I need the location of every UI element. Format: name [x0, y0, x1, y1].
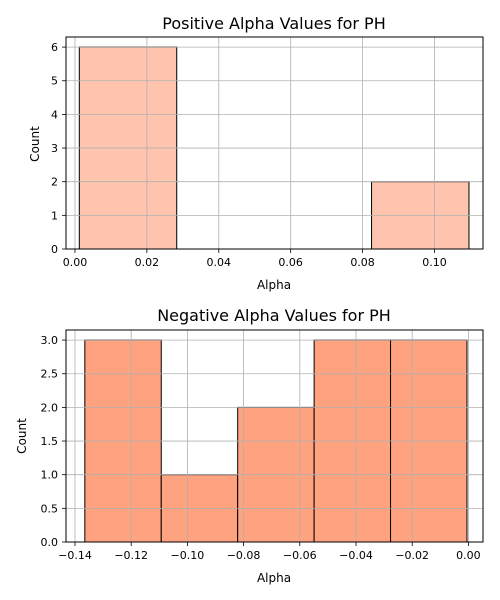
y-ticks: 0 1 2 3 4 5 6: [51, 41, 66, 256]
y-tick-label: 3.0: [41, 334, 59, 347]
x-tick-label: 0.10: [422, 256, 447, 269]
y-axis-label: Count: [28, 126, 42, 162]
x-tick-label: 0.06: [278, 256, 303, 269]
y-tick-label: 3: [51, 142, 58, 155]
y-tick-label: 1.5: [41, 435, 59, 448]
y-tick-label: 4: [51, 108, 58, 121]
x-axis-label: Alpha: [257, 278, 291, 292]
y-tick-label: 5: [51, 75, 58, 88]
y-ticks: 0.0 0.5 1.0 1.5 2.0 2.5 3.0: [41, 334, 66, 549]
positive-alpha-chart: Positive Alpha Values for PH 0.00 0.02 0.0…: [28, 14, 484, 292]
x-tick-label: −0.02: [395, 549, 429, 562]
y-tick-label: 2.0: [41, 401, 59, 414]
y-tick-label: 0.5: [41, 502, 59, 515]
y-tick-label: 6: [51, 41, 58, 54]
x-ticks: 0.00 0.02 0.04 0.06 0.08 0.10: [63, 249, 447, 269]
x-tick-label: −0.08: [227, 549, 261, 562]
x-ticks: −0.14 −0.12 −0.10 −0.08 −0.06 −0.04 −0.02 0.00: [58, 542, 481, 562]
x-tick-label: −0.12: [114, 549, 148, 562]
x-tick-label: −0.14: [58, 549, 92, 562]
negative-alpha-chart: Negative Alpha Values for PH −0.14 −0.12−…: [15, 306, 484, 585]
x-axis-label: Alpha: [257, 571, 291, 585]
x-tick-label: 0.02: [135, 256, 160, 269]
chart-title: Positive Alpha Values for PH: [162, 14, 385, 33]
y-tick-label: 0.0: [41, 536, 59, 549]
axes-frame: [65, 329, 484, 543]
x-tick-label: 0.00: [456, 549, 481, 562]
axes-frame: [65, 36, 484, 250]
y-tick-label: 2: [51, 176, 58, 189]
x-tick-label: 0.08: [350, 256, 375, 269]
x-tick-label: 0.00: [63, 256, 88, 269]
y-tick-label: 2.5: [41, 368, 59, 381]
x-tick-label: 0.04: [207, 256, 232, 269]
chart-title: Negative Alpha Values for PH: [157, 306, 391, 325]
y-axis-label: Count: [15, 418, 29, 454]
y-tick-label: 1.0: [41, 469, 59, 482]
y-tick-label: 1: [51, 209, 58, 222]
y-tick-label: 0: [51, 243, 58, 256]
x-tick-label: −0.06: [283, 549, 317, 562]
x-tick-label: −0.10: [171, 549, 205, 562]
x-tick-label: −0.04: [339, 549, 373, 562]
